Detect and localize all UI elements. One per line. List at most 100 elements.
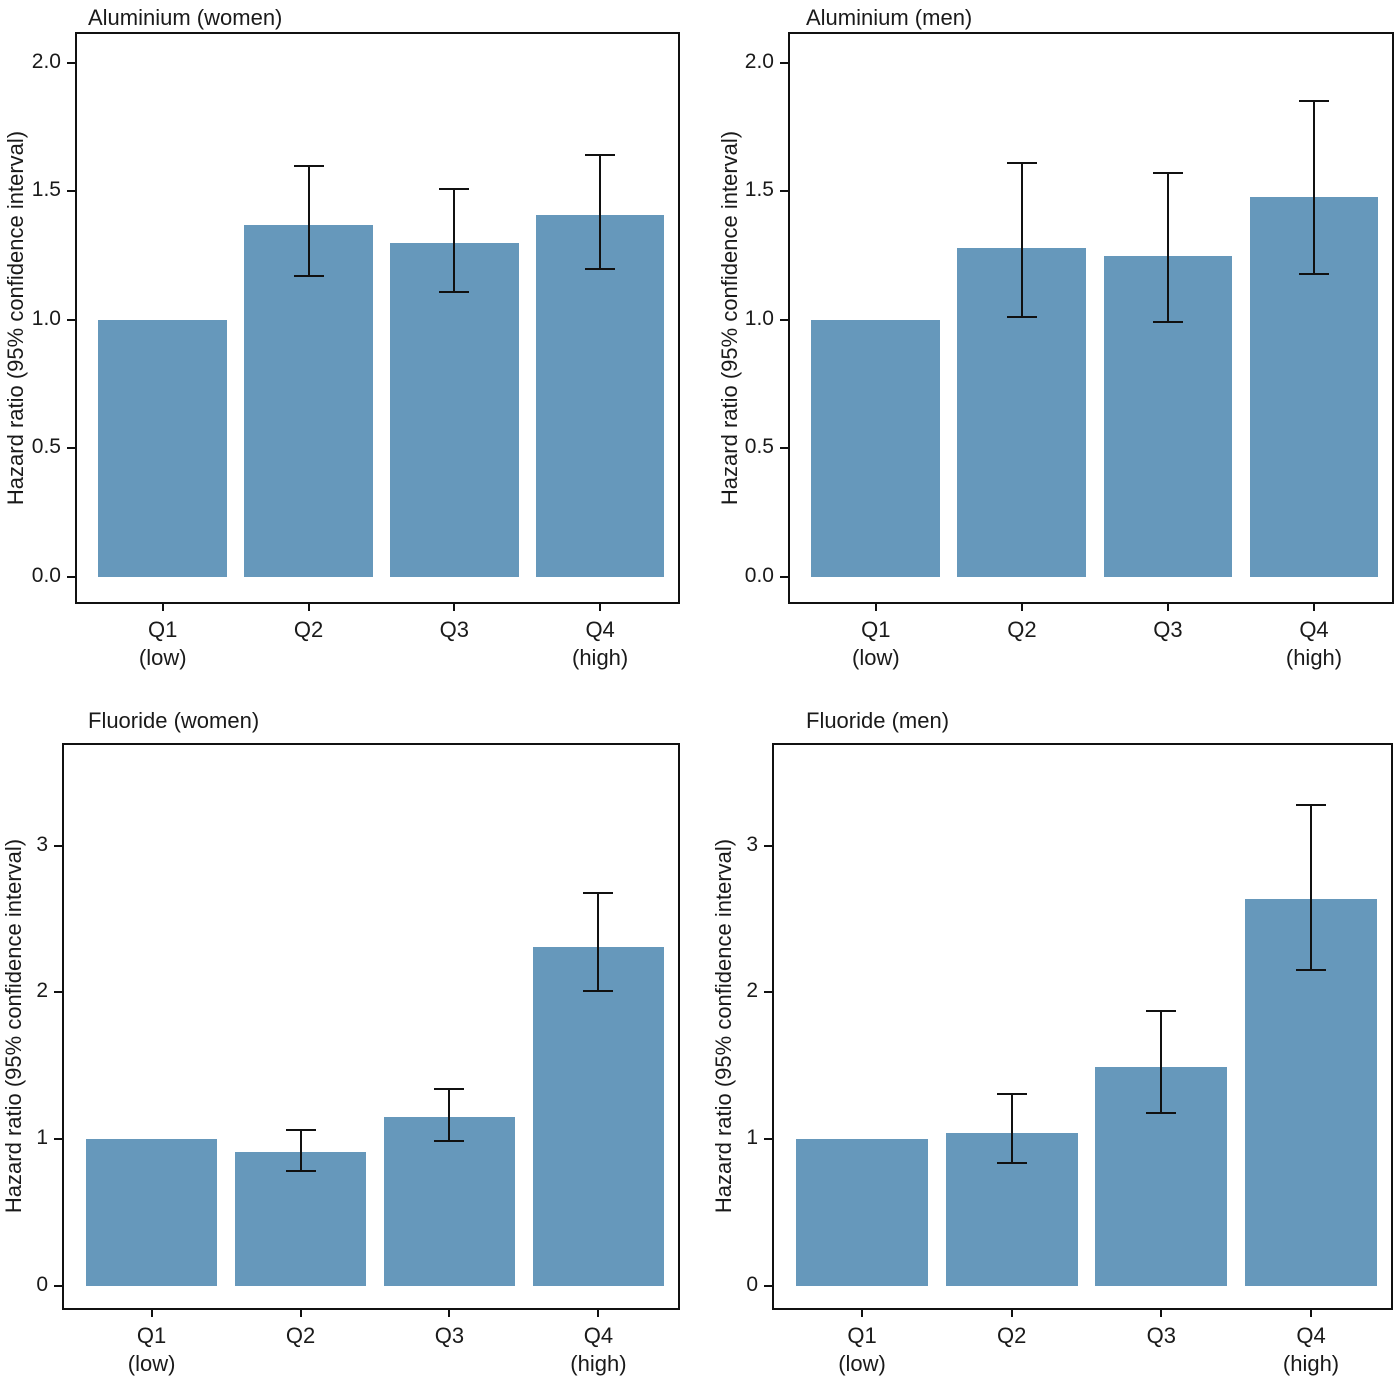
error-bar-cap-bottom xyxy=(1299,272,1329,275)
x-tick-label: Q3 xyxy=(439,617,469,642)
x-tick-label: Q2 xyxy=(285,1323,316,1348)
error-bar-line xyxy=(1160,1011,1163,1113)
x-tick-label: Q2 xyxy=(997,1323,1027,1348)
y-tick xyxy=(780,576,788,578)
error-bar-cap-top xyxy=(1296,803,1327,806)
error-bar-line xyxy=(307,165,310,277)
y-tick xyxy=(764,991,772,994)
error-bar-cap-bottom xyxy=(1296,969,1327,972)
error-bar-cap-top xyxy=(585,154,616,157)
chart-title: Fluoride (women) xyxy=(88,708,260,733)
error-bar-cap-top xyxy=(293,164,324,167)
bar-Q1 xyxy=(98,319,228,577)
plot-border xyxy=(62,743,680,1310)
y-tick xyxy=(764,1284,772,1287)
x-tick xyxy=(861,1310,864,1317)
x-tick-label: Q1 (low) xyxy=(852,617,900,670)
y-tick-label: 3 xyxy=(36,832,48,856)
y-tick xyxy=(67,190,75,193)
x-tick xyxy=(1313,604,1315,611)
y-tick xyxy=(67,447,75,450)
chart-panel-aluminium-men: Aluminium (men) Hazard ratio (95% confid… xyxy=(700,0,1400,690)
y-tick xyxy=(67,61,75,64)
bar-Q1 xyxy=(796,1139,929,1286)
x-tick xyxy=(874,604,877,611)
y-tick-label: 2 xyxy=(36,979,48,1003)
error-bar-cap-bottom xyxy=(1006,316,1037,319)
y-tick-label: 0 xyxy=(36,1272,48,1296)
error-bar-cap-bottom xyxy=(285,1170,316,1173)
bar-Q2 xyxy=(244,224,373,577)
x-tick-label: Q2 xyxy=(293,617,324,642)
error-bar-cap-bottom xyxy=(996,1161,1027,1164)
error-bar-cap-top xyxy=(583,891,614,894)
x-tick xyxy=(1160,1310,1163,1317)
error-bar-cap-bottom xyxy=(583,989,614,992)
error-bar-cap-top xyxy=(434,1088,465,1091)
x-tick xyxy=(448,1310,451,1317)
error-bar-cap-top xyxy=(285,1129,316,1132)
x-tick-label: Q4 (high) xyxy=(570,1323,627,1376)
error-bar-cap-bottom xyxy=(439,290,470,293)
y-tick xyxy=(780,318,788,321)
error-bar-cap-bottom xyxy=(585,267,616,270)
x-tick xyxy=(150,1310,153,1317)
y-tick xyxy=(67,576,75,578)
x-tick-label: Q3 xyxy=(1146,1323,1177,1348)
y-tick xyxy=(780,447,788,450)
error-bar-line xyxy=(1010,1093,1013,1163)
bar-Q1 xyxy=(811,319,941,577)
x-tick xyxy=(1010,1310,1013,1317)
x-tick-label: Q1 (low) xyxy=(127,1323,176,1376)
error-bar-line xyxy=(599,155,602,269)
error-bar-cap-top xyxy=(439,187,470,190)
bar-Q3 xyxy=(390,242,519,577)
error-bar-cap-top xyxy=(1006,162,1037,165)
error-bar-line xyxy=(597,892,600,991)
x-tick-label: Q2 xyxy=(1007,617,1037,642)
y-tick xyxy=(67,318,75,321)
y-tick-label: 2 xyxy=(746,979,758,1003)
bar-Q2 xyxy=(234,1152,367,1286)
y-tick xyxy=(764,844,772,847)
y-tick xyxy=(54,1138,62,1141)
bar-Q4 xyxy=(532,946,665,1286)
y-tick xyxy=(780,190,788,193)
error-bar-line xyxy=(1310,804,1313,971)
y-tick-label: 1.0 xyxy=(744,306,774,330)
error-bar-line xyxy=(453,188,456,292)
chart-title: Fluoride (men) xyxy=(806,708,950,733)
error-bar-cap-top xyxy=(1299,100,1329,103)
error-bar-cap-bottom xyxy=(1152,321,1183,324)
y-tick-label: 1.5 xyxy=(31,178,61,202)
y-tick-label: 1 xyxy=(36,1126,48,1150)
x-tick xyxy=(299,1310,302,1317)
x-tick xyxy=(307,604,310,611)
x-tick xyxy=(1020,604,1023,611)
y-tick-label: 1.0 xyxy=(31,306,61,330)
y-axis-title: Hazard ratio (95% confidence interval) xyxy=(711,838,736,1214)
plot-border xyxy=(75,32,680,604)
x-tick-label: Q3 xyxy=(434,1323,465,1348)
y-tick xyxy=(54,844,62,847)
y-tick xyxy=(54,1284,62,1287)
error-bar-cap-top xyxy=(996,1092,1027,1095)
x-tick-label: Q4 (high) xyxy=(1285,617,1343,670)
error-bar-line xyxy=(1313,101,1315,274)
x-tick xyxy=(161,604,164,611)
y-tick-label: 1.5 xyxy=(744,178,774,202)
error-bar-line xyxy=(299,1130,302,1172)
x-tick xyxy=(597,1310,600,1317)
y-axis-title: Hazard ratio (95% confidence interval) xyxy=(1,838,26,1214)
chart-panel-fluoride-women: Fluoride (women) Hazard ratio (95% confi… xyxy=(0,690,700,1382)
chart-panel-fluoride-men: Fluoride (men) Hazard ratio (95% confide… xyxy=(700,690,1400,1382)
bar-Q1 xyxy=(85,1139,218,1286)
y-tick-label: 3 xyxy=(746,832,758,856)
x-tick-label: Q1 (low) xyxy=(138,617,187,670)
y-tick xyxy=(54,991,62,994)
x-tick-label: Q1 (low) xyxy=(838,1323,886,1376)
error-bar-cap-bottom xyxy=(434,1139,465,1142)
error-bar-cap-bottom xyxy=(293,275,324,278)
error-bar-line xyxy=(448,1089,451,1141)
